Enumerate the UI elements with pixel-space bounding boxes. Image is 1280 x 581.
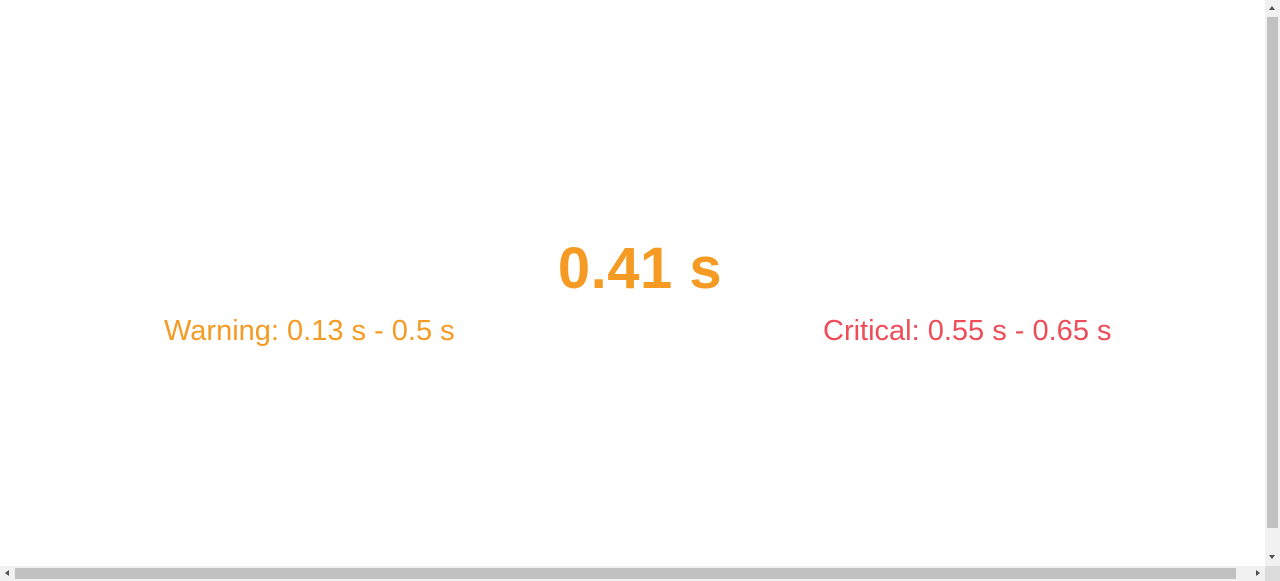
content-area: 0.41 s Warning: 0.13 s - 0.5 s Critical:… [164, 236, 1112, 347]
scroll-down-arrow-icon[interactable] [1265, 549, 1280, 566]
scroll-right-arrow-icon[interactable] [1250, 566, 1265, 581]
critical-threshold-label: Critical: 0.55 s - 0.65 s [823, 315, 1112, 347]
scrollbar-corner [1265, 566, 1280, 581]
scroll-up-arrow-icon[interactable] [1265, 0, 1280, 17]
vertical-scrollbar[interactable] [1265, 0, 1280, 566]
current-value: 0.41 s [557, 236, 723, 301]
horizontal-scroll-thumb[interactable] [15, 568, 1236, 579]
vertical-scroll-thumb[interactable] [1267, 17, 1278, 528]
warning-threshold-label: Warning: 0.13 s - 0.5 s [164, 315, 455, 347]
horizontal-scrollbar[interactable] [0, 566, 1265, 581]
scroll-left-arrow-icon[interactable] [0, 566, 15, 581]
